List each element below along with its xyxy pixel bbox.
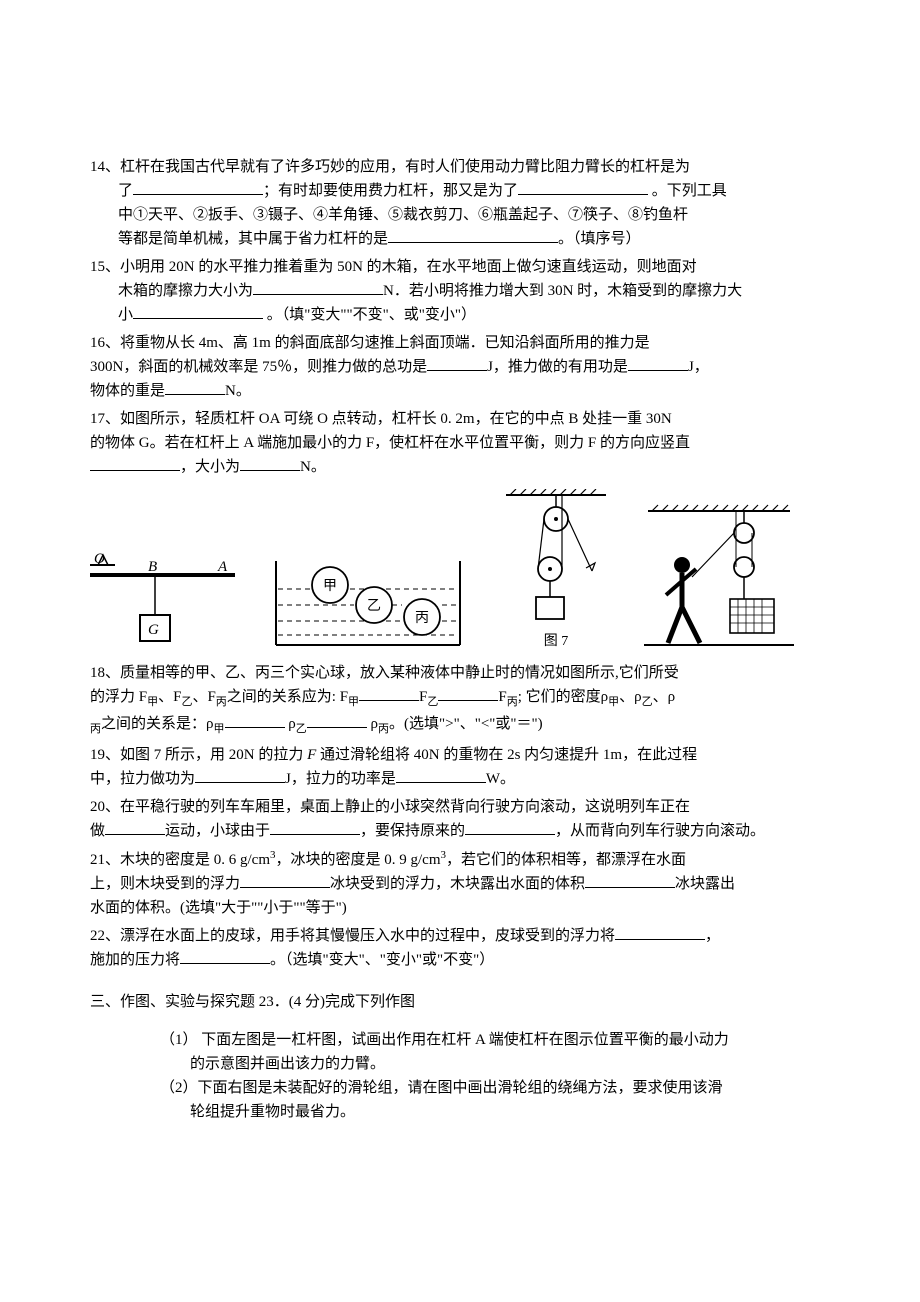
q14-line4: 等都是简单机械，其中属于省力杠杆的是。（填序号） xyxy=(90,227,830,251)
blank xyxy=(133,180,263,195)
q18: 18、质量相等的甲、乙、丙三个实心球，放入某种液体中静止时的情况如图所示,它们所… xyxy=(90,661,830,738)
blank xyxy=(90,456,180,471)
blank xyxy=(240,873,330,888)
blank xyxy=(180,949,270,964)
q17: 17、如图所示，轻质杠杆 OA 可绕 O 点转动，杠杆长 0. 2m，在它的中点… xyxy=(90,407,830,479)
q23-2b: 轮组提升重物时最省力。 xyxy=(190,1100,830,1124)
blank xyxy=(585,873,675,888)
q22-line2: 施加的压力将。（选填"变大"、"变小"或"不变"） xyxy=(90,948,830,972)
q21-line2: 上，则木块受到的浮力冰块受到的浮力，木块露出水面的体积冰块露出 xyxy=(90,872,830,896)
q20-line1: 20、在平稳行驶的列车车厢里，桌面上静止的小球突然背向行驶方向滚动，这说明列车正… xyxy=(90,795,830,819)
q14: 14、杠杆在我国古代早就有了许多巧妙的应用，有时人们使用动力臂比阻力臂长的杠杆是… xyxy=(90,155,830,251)
worksheet-page: 14、杠杆在我国古代早就有了许多巧妙的应用，有时人们使用动力臂比阻力臂长的杠杆是… xyxy=(0,0,920,1302)
label-B: B xyxy=(148,559,157,575)
q16-line2: 300N，斜面的机械效率是 75％，则推力做的总功是J，推力做的有用功是J， xyxy=(90,355,830,379)
blank xyxy=(307,713,367,728)
q16-line1: 16、将重物从长 4m、高 1m 的斜面底部匀速推上斜面顶端．已知沿斜面所用的推… xyxy=(90,331,830,355)
label-G: G xyxy=(148,622,159,638)
blank xyxy=(359,686,419,701)
q17-line3: ，大小为N。 xyxy=(90,455,830,479)
q18-line3: 丙之间的关系是：ρ甲 ρ乙 ρ丙。(选填">"、"<"或"＝") xyxy=(90,712,830,739)
figure7-caption: 图 7 xyxy=(544,631,569,653)
figure-row: O B A G xyxy=(90,489,830,653)
blank xyxy=(396,768,486,783)
q23-1b: 的示意图并画出该力的力臂。 xyxy=(190,1052,830,1076)
blank xyxy=(133,304,263,319)
q15-line1: 15、小明用 20N 的水平推力推着重为 50N 的木箱，在水平地面上做匀速直线… xyxy=(90,255,830,279)
blank xyxy=(427,356,487,371)
q21: 21、木块的密度是 0. 6 g/cm3，冰块的密度是 0. 9 g/cm3，若… xyxy=(90,847,830,920)
q22: 22、漂浮在水面上的皮球，用手将其慢慢压入水中的过程中，皮球受到的浮力将， 施加… xyxy=(90,924,830,972)
blank xyxy=(628,356,688,371)
q19-line1: 19、如图 7 所示，用 20N 的拉力 F 通过滑轮组将 40N 的重物在 2… xyxy=(90,743,830,767)
q14-line1: 14、杠杆在我国古代早就有了许多巧妙的应用，有时人们使用动力臂比阻力臂长的杠杆是… xyxy=(90,155,830,179)
blank xyxy=(195,768,285,783)
q22-line1: 22、漂浮在水面上的皮球，用手将其慢慢压入水中的过程中，皮球受到的浮力将， xyxy=(90,924,830,948)
q19: 19、如图 7 所示，用 20N 的拉力 F 通过滑轮组将 40N 的重物在 2… xyxy=(90,743,830,791)
q21-line3: 水面的体积。(选填"大于""小于""等于") xyxy=(90,896,830,920)
blank xyxy=(388,228,558,243)
figure-lever: O B A G xyxy=(90,543,240,653)
label-A: A xyxy=(217,559,228,575)
blank xyxy=(438,686,498,701)
blank xyxy=(240,456,300,471)
label-jia: 甲 xyxy=(323,579,337,594)
blank xyxy=(105,820,165,835)
q23-1a: （1） 下面左图是一杠杆图，试画出作用在杠杆 A 端使杠杆在图示位置平衡的最小动… xyxy=(160,1028,830,1052)
q18-line2: 的浮力 F甲、F乙、F丙之间的关系应为: F甲F乙F丙; 它们的密度ρ甲、ρ乙、… xyxy=(90,685,830,712)
blank xyxy=(165,380,225,395)
q16: 16、将重物从长 4m、高 1m 的斜面底部匀速推上斜面顶端．已知沿斜面所用的推… xyxy=(90,331,830,403)
q14-line2: 了；有时却要使用费力杠杆，那又是为了 。下列工具 xyxy=(90,179,830,203)
blank xyxy=(518,180,648,195)
lever-svg: O B A G xyxy=(90,543,240,653)
blank xyxy=(270,820,360,835)
figure-tank: 甲 乙 丙 xyxy=(268,553,468,653)
q19-line2: 中，拉力做功为J，拉力的功率是W。 xyxy=(90,767,830,791)
figure-person-pulley xyxy=(644,503,794,653)
section3-header: 三、作图、实验与探究题 23．(4 分)完成下列作图 xyxy=(90,990,830,1014)
blank xyxy=(225,713,285,728)
label-O: O xyxy=(94,551,105,567)
blank xyxy=(465,820,555,835)
q23-2a: （2）下面右图是未装配好的滑轮组，请在图中画出滑轮组的绕绳方法，要求使用该滑 xyxy=(160,1076,830,1100)
q16-line3: 物体的重是N。 xyxy=(90,379,830,403)
pulley7-svg xyxy=(496,489,616,629)
q20-line2: 做运动，小球由于，要保持原来的，从而背向列车行驶方向滚动。 xyxy=(90,819,830,843)
label-yi: 乙 xyxy=(367,598,381,614)
q15: 15、小明用 20N 的水平推力推着重为 50N 的木箱，在水平地面上做匀速直线… xyxy=(90,255,830,327)
q15-line2: 木箱的摩擦力大小为N．若小明将推力增大到 30N 时，木箱受到的摩擦力大 xyxy=(90,279,830,303)
q17-line1: 17、如图所示，轻质杠杆 OA 可绕 O 点转动，杠杆长 0. 2m，在它的中点… xyxy=(90,407,830,431)
q21-line1: 21、木块的密度是 0. 6 g/cm3，冰块的密度是 0. 9 g/cm3，若… xyxy=(90,847,830,872)
q18-line1: 18、质量相等的甲、乙、丙三个实心球，放入某种液体中静止时的情况如图所示,它们所… xyxy=(90,661,830,685)
q20: 20、在平稳行驶的列车车厢里，桌面上静止的小球突然背向行驶方向滚动，这说明列车正… xyxy=(90,795,830,843)
blank xyxy=(615,925,705,940)
blank xyxy=(253,280,383,295)
q17-line2: 的物体 G。若在杠杆上 A 端施加最小的力 F，使杠杆在水平位置平衡，则力 F … xyxy=(90,431,830,455)
figure-pulley-group: 图 7 xyxy=(496,489,616,653)
q14-line3: 中①天平、②扳手、③镊子、④羊角锤、⑤裁衣剪刀、⑥瓶盖起子、⑦筷子、⑧钓鱼杆 xyxy=(90,203,830,227)
person-pulley-svg xyxy=(644,503,794,653)
spacer xyxy=(90,1014,830,1028)
tank-svg: 甲 乙 丙 xyxy=(268,553,468,653)
q15-line3: 小 。（填"变大""不变"、或"变小"） xyxy=(90,303,830,327)
label-bing: 丙 xyxy=(415,611,429,626)
